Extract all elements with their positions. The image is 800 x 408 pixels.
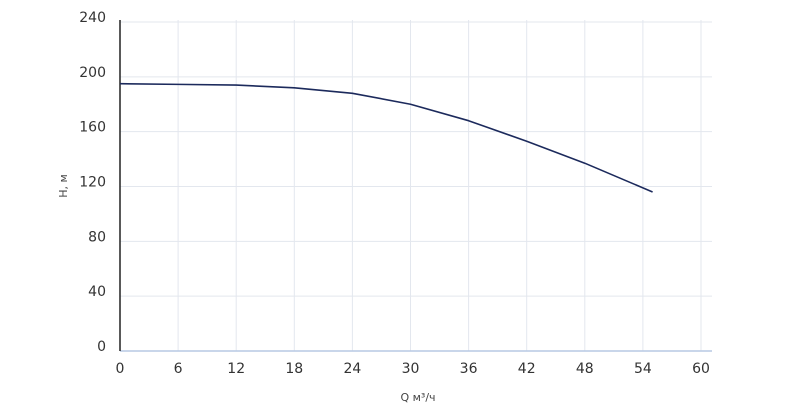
x-tick-label: 60	[692, 361, 710, 377]
y-tick-label: 40	[88, 284, 106, 300]
x-tick-label: 42	[518, 361, 536, 377]
x-tick-label: 30	[402, 361, 420, 377]
curve	[119, 82, 653, 193]
y-tick-label: 160	[79, 120, 106, 136]
x-tick-label: 12	[227, 361, 245, 377]
x-tick-label: 48	[576, 361, 594, 377]
y-tick-label: 200	[79, 65, 106, 81]
y-tick-label: 80	[88, 229, 106, 245]
x-axis-title: Q м³/ч	[400, 391, 435, 404]
y-axis-title: H, м	[57, 174, 70, 198]
x-tick-label: 0	[116, 361, 125, 377]
x-tick-label: 24	[343, 361, 361, 377]
y-tick-label: 0	[97, 339, 106, 355]
x-tick-label: 18	[285, 361, 303, 377]
y-tick-label: 120	[79, 175, 106, 191]
x-tick-label: 6	[174, 361, 183, 377]
x-tick-label: 36	[460, 361, 478, 377]
y-tick-label: 240	[79, 10, 106, 26]
x-tick-label: 54	[634, 361, 652, 377]
